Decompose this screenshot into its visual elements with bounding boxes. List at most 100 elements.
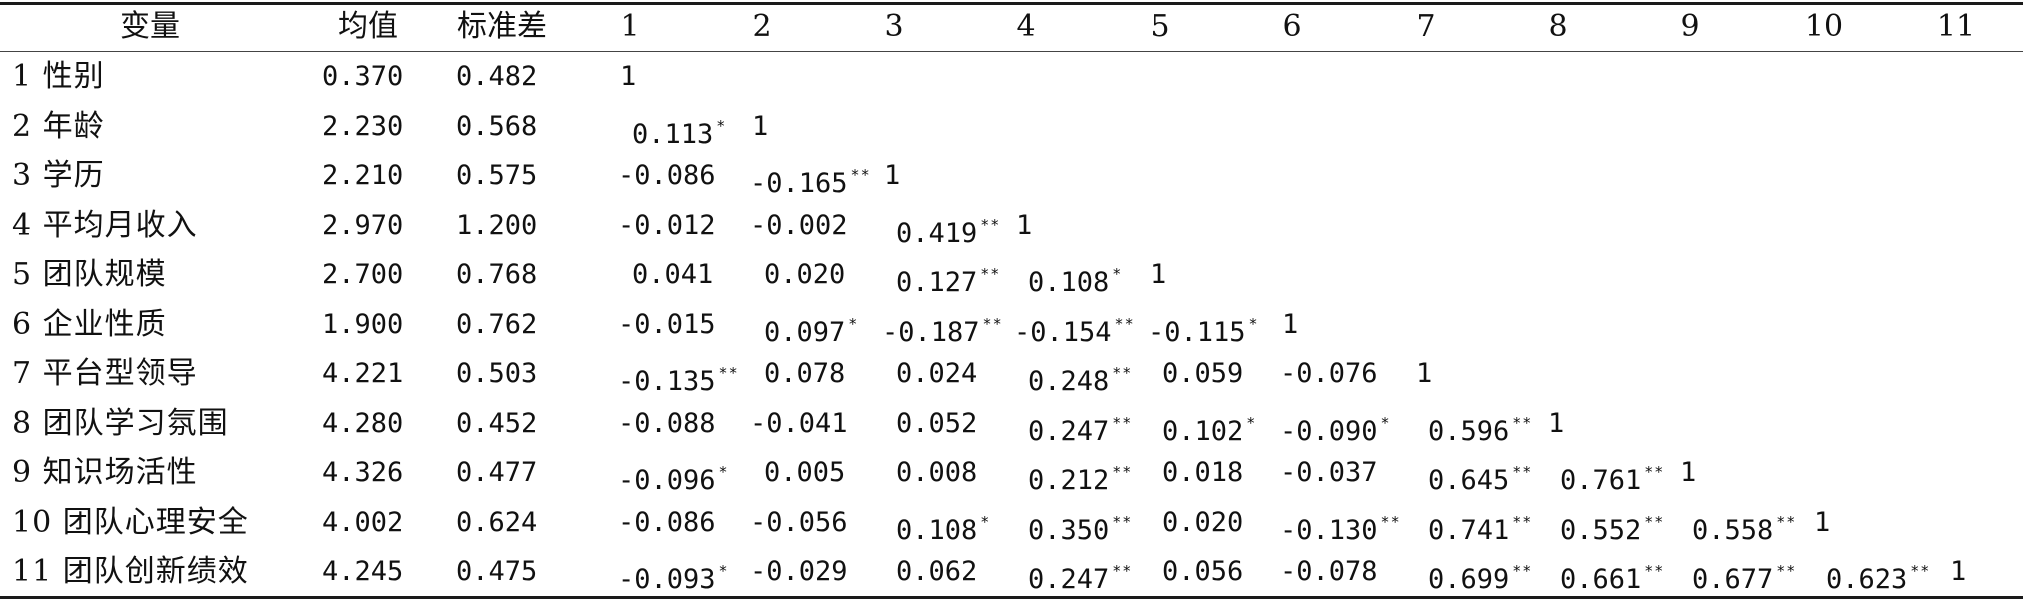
significance-marker: ** (1910, 562, 1931, 580)
correlation-cell: 0.108 * (1028, 250, 1122, 299)
correlation-value: 0.212 (1028, 465, 1110, 496)
correlation-value: -0.086 (618, 506, 716, 538)
correlation-cell: 0.623 ** (1826, 547, 1930, 596)
correlation-value: 0.041 (632, 259, 714, 290)
table-row: 8 团队学习氛围 4.280 0.452 -0.088 -0.041 0.052 0.247… (0, 399, 2023, 448)
mean-value: 2.970 (322, 209, 404, 241)
header-col-10: 10 (1804, 9, 1844, 44)
sd-value: 0.575 (456, 160, 538, 191)
mean-value: 2.230 (322, 110, 404, 142)
correlation-value: -0.002 (750, 209, 848, 241)
header-col-11: 11 (1936, 9, 1976, 44)
table-row: 6 企业性质 1.900 0.762 -0.015 0.097 * -0.187 ** -0.1… (0, 300, 2023, 349)
mean-value: 4.002 (322, 506, 404, 538)
correlation-value: 0.108 (1028, 267, 1110, 298)
correlation-value: 0.024 (896, 358, 978, 389)
row-label: 7 平台型领导 (12, 356, 198, 391)
row-label: 5 团队规模 (12, 257, 167, 292)
correlation-cell: 1 (1950, 547, 1966, 596)
header-col-5: 5 (1150, 9, 1170, 44)
table-row: 5 团队规模 2.700 0.768 0.041 0.020 0.127 ** 0.108 * 1 (0, 250, 2023, 299)
correlation-cell: -0.056 (750, 498, 848, 547)
table-row: 9 知识场活性 4.326 0.477 -0.096 * 0.005 0.008 0.212 *… (0, 448, 2023, 497)
correlation-value: 1 (1416, 358, 1433, 389)
correlation-value: 1 (1150, 259, 1167, 290)
correlation-cell: -0.086 (618, 498, 716, 547)
significance-marker: ** (1112, 364, 1133, 382)
correlation-cell: 0.212 ** (1028, 448, 1132, 497)
correlation-value: 1 (1814, 506, 1831, 538)
correlation-value: -0.012 (618, 209, 716, 241)
correlation-cell: -0.015 (618, 300, 716, 349)
significance-marker: ** (1112, 463, 1133, 481)
significance-marker: ** (982, 314, 1003, 333)
significance-marker: ** (1380, 512, 1401, 531)
header-col-1: 1 (620, 9, 640, 44)
correlation-value: 1 (1548, 407, 1565, 439)
significance-marker: * (848, 314, 859, 333)
significance-marker: * (1380, 413, 1391, 432)
correlation-value: -0.115 (1148, 316, 1246, 348)
correlation-cell: -0.115 * (1148, 300, 1259, 349)
sd-value: 0.503 (456, 358, 538, 389)
bottom-rule (0, 596, 2023, 599)
correlation-cell: 0.052 (896, 399, 977, 448)
correlation-value: 0.350 (1028, 514, 1110, 546)
correlation-value: 0.108 (896, 514, 978, 546)
mean-value: 4.326 (322, 457, 404, 488)
mean-value: 2.700 (322, 259, 404, 290)
correlation-cell: 0.699 ** (1428, 547, 1532, 596)
correlation-value: 0.052 (896, 407, 978, 439)
correlation-cell: -0.135 ** (618, 349, 739, 398)
correlation-cell: -0.187 ** (882, 300, 1003, 349)
significance-marker: ** (1112, 413, 1133, 432)
header-mean: 均值 (338, 9, 398, 44)
significance-marker: * (980, 512, 991, 531)
correlation-value: 0.419 (896, 217, 978, 249)
mean-value: 4.245 (322, 556, 404, 587)
correlation-cell: 0.552 ** (1560, 498, 1664, 547)
row-label: 9 知识场活性 (12, 455, 198, 490)
correlation-cell: -0.002 (750, 201, 848, 250)
correlation-cell: 0.005 (764, 448, 845, 497)
correlation-cell: 0.741 ** (1428, 498, 1532, 547)
correlation-value: 0.113 (632, 118, 714, 150)
correlation-value: -0.076 (1280, 358, 1378, 389)
correlation-value: -0.093 (618, 564, 716, 595)
correlation-cell: 0.248 ** (1028, 349, 1132, 398)
row-label: 1 性别 (12, 59, 105, 94)
correlation-value: 0.248 (1028, 366, 1110, 397)
correlation-cell: -0.093 * (618, 547, 729, 596)
row-label: 3 学历 (12, 158, 105, 193)
correlation-value: -0.041 (750, 407, 848, 439)
row-label: 10 团队心理安全 (12, 504, 249, 540)
table-row: 3 学历 2.210 0.575 -0.086 -0.165 ** 1 (0, 151, 2023, 200)
table-row: 11 团队创新绩效 4.245 0.475 -0.093 * -0.029 0.062 0.2… (0, 547, 2023, 596)
header-col-4: 4 (1016, 9, 1036, 44)
correlation-value: 1 (752, 110, 769, 142)
correlation-cell: 0.059 (1162, 349, 1243, 398)
significance-marker: ** (1112, 512, 1133, 531)
mean-value: 4.280 (322, 407, 404, 439)
significance-marker: * (716, 116, 727, 135)
header-col-7: 7 (1416, 9, 1436, 44)
correlation-cell: 1 (1416, 349, 1432, 398)
correlation-value: -0.029 (750, 556, 848, 587)
sd-value: 0.482 (456, 61, 538, 92)
table-row: 10 团队心理安全 4.002 0.624 -0.086 -0.056 0.108 * 0.3… (0, 498, 2023, 547)
row-label: 8 团队学习氛围 (12, 405, 229, 441)
row-label: 4 平均月收入 (12, 207, 198, 243)
correlation-value: -0.135 (618, 366, 716, 397)
correlation-cell: 0.247 ** (1028, 399, 1132, 448)
correlation-cell: 0.102 * (1162, 399, 1256, 448)
correlation-cell: -0.090 * (1280, 399, 1391, 448)
sd-value: 0.762 (456, 308, 538, 340)
correlation-value: 0.677 (1692, 564, 1774, 595)
row-label: 2 年龄 (12, 108, 105, 144)
header-col-9: 9 (1680, 9, 1700, 44)
significance-marker: ** (980, 265, 1001, 283)
correlation-cell: 1 (1150, 250, 1166, 299)
correlation-value: -0.130 (1280, 514, 1378, 546)
significance-marker: ** (1512, 463, 1533, 481)
